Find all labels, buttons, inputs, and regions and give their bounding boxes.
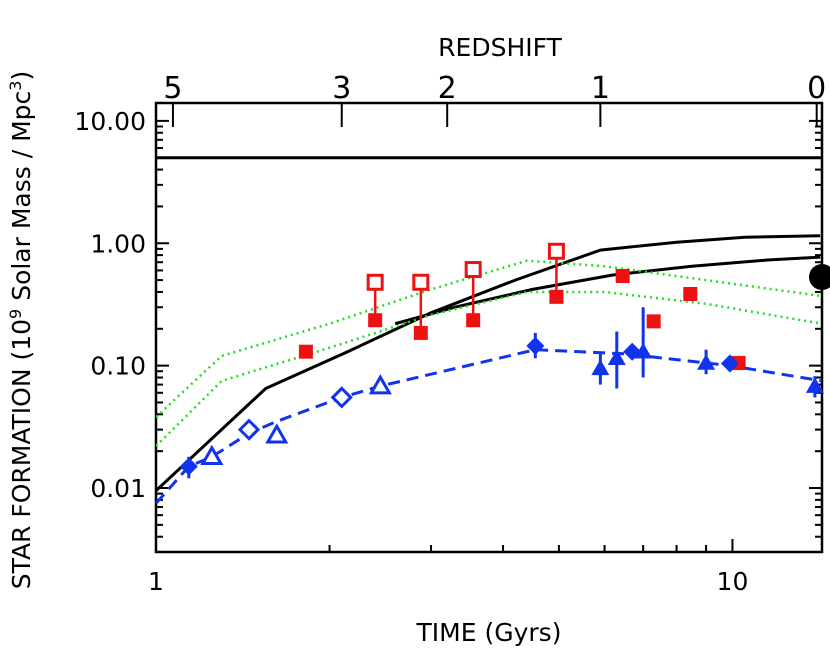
red-filled-square-marker xyxy=(368,313,383,328)
y-tick-label: 10.00 xyxy=(74,107,146,136)
red-open-square-marker xyxy=(464,261,482,279)
series-line xyxy=(394,255,821,326)
blue-open-diamond-marker xyxy=(330,386,353,409)
x-axis-title: TIME (Gyrs) xyxy=(416,618,562,647)
top-tick-label: 5 xyxy=(163,71,182,106)
red-filled-square-marker xyxy=(413,325,428,340)
series-layer xyxy=(156,156,822,505)
red-filled-square-marker xyxy=(615,269,630,284)
model-dotted-line xyxy=(156,259,822,419)
red-open-square-marker xyxy=(366,273,384,291)
y-tick-label: 0.10 xyxy=(90,352,146,381)
blue-open-triangle-marker xyxy=(265,423,289,444)
blue-filled-diamond-marker xyxy=(526,336,545,355)
blue-filled-diamond-marker xyxy=(179,457,198,476)
red-filled-square-marker xyxy=(646,314,661,329)
red-filled-square-marker xyxy=(298,344,313,359)
black-dot-marker xyxy=(809,264,830,290)
blue-open-triangle-marker xyxy=(200,444,224,466)
red-open-square-marker xyxy=(547,242,565,260)
blue-filled-triangle-marker xyxy=(591,359,610,376)
blue-filled-diamond-marker xyxy=(720,354,739,373)
model-dotted-line xyxy=(156,290,822,447)
x-tick-label: 1 xyxy=(148,567,164,596)
blue-filled-triangle-marker xyxy=(634,342,653,359)
top-tick-label: 3 xyxy=(332,71,351,106)
x-tick-label: 10 xyxy=(717,567,749,596)
plot-frame xyxy=(154,101,824,554)
markers-layer xyxy=(179,242,830,479)
red-open-square-marker xyxy=(412,273,430,291)
blue-open-diamond-marker xyxy=(237,418,261,441)
red-filled-square-marker xyxy=(549,289,564,304)
top-tick-label: 1 xyxy=(591,71,610,106)
blue-filled-triangle-marker xyxy=(697,354,716,370)
y-axis-title-sup1: 9 xyxy=(6,309,25,319)
top-axis-title: REDSHIFT xyxy=(438,33,562,62)
top-tick-label: 2 xyxy=(438,71,457,106)
series-line xyxy=(156,234,821,492)
y-axis-title-mid: Solar Mass / Mpc xyxy=(7,91,36,309)
blue-filled-triangle-marker xyxy=(607,349,626,365)
y-axis-title-main: STAR FORMATION (10 xyxy=(7,319,36,589)
blue-open-triangle-marker xyxy=(368,374,392,395)
y-axis-title-sup2: 3 xyxy=(6,81,25,91)
y-axis-title: STAR FORMATION (109 Solar Mass / Mpc3) xyxy=(6,71,36,590)
red-filled-square-marker xyxy=(466,313,481,328)
blue-filled-triangle-marker xyxy=(805,377,824,393)
y-tick-label: 1.00 xyxy=(90,229,146,258)
y-axis-title-end: ) xyxy=(7,71,36,81)
y-tick-label: 0.01 xyxy=(90,474,146,503)
red-filled-square-marker xyxy=(683,286,698,301)
top-tick-label: 0 xyxy=(807,71,826,106)
